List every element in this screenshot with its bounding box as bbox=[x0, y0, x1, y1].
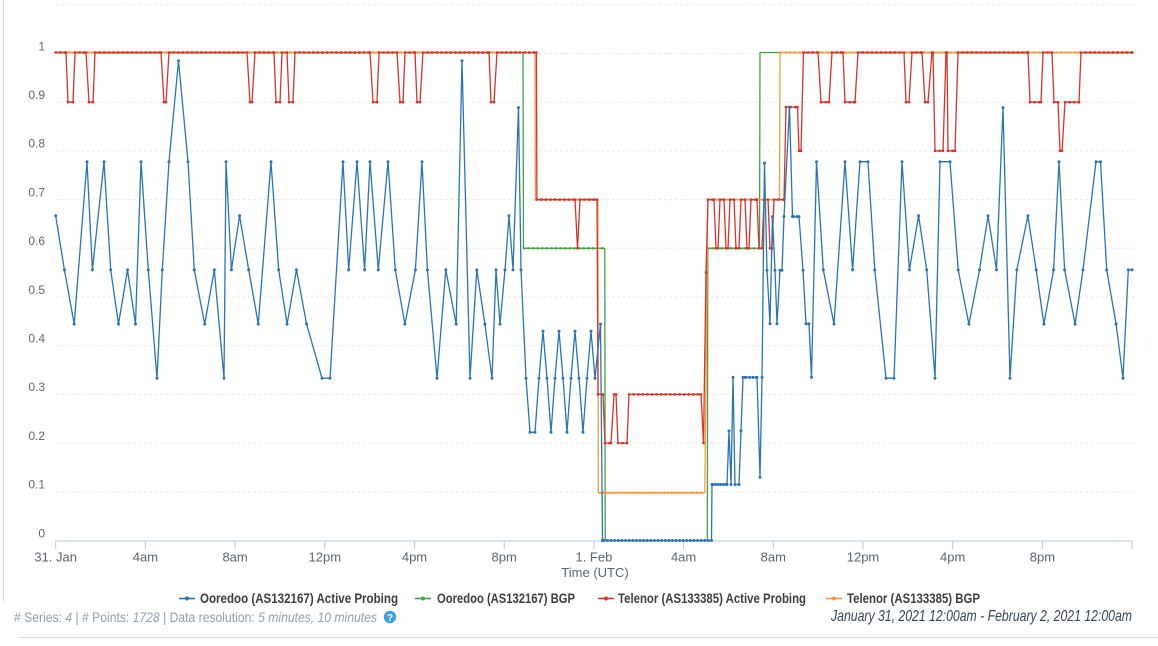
svg-text:1: 1 bbox=[38, 39, 45, 53]
svg-text:12pm: 12pm bbox=[309, 550, 342, 565]
svg-text:8pm: 8pm bbox=[1030, 550, 1055, 565]
svg-text:Time (UTC): Time (UTC) bbox=[561, 565, 628, 580]
svg-text:31. Jan: 31. Jan bbox=[34, 550, 77, 565]
svg-text:4am: 4am bbox=[671, 550, 696, 565]
svg-text:4am: 4am bbox=[133, 550, 158, 565]
svg-text:Ooredoo (AS132167) BGP: Ooredoo (AS132167) BGP bbox=[437, 590, 575, 606]
svg-text:0.4: 0.4 bbox=[28, 332, 45, 346]
svg-text:Ooredoo (AS132167) Active Prob: Ooredoo (AS132167) Active Probing bbox=[200, 590, 398, 606]
svg-text:0.3: 0.3 bbox=[28, 380, 45, 394]
svg-text:# Series: 4 | # Points: 1728 |: # Series: 4 | # Points: 1728 | Data reso… bbox=[14, 609, 377, 625]
svg-text:0.2: 0.2 bbox=[28, 429, 45, 443]
svg-text:0.8: 0.8 bbox=[28, 137, 45, 151]
svg-text:12pm: 12pm bbox=[847, 550, 880, 565]
svg-text:Telenor (AS133385) Active Prob: Telenor (AS133385) Active Probing bbox=[618, 590, 806, 606]
svg-text:1. Feb: 1. Feb bbox=[575, 550, 612, 565]
svg-text:0.6: 0.6 bbox=[28, 234, 45, 248]
svg-text:0.9: 0.9 bbox=[28, 88, 45, 102]
svg-text:0.7: 0.7 bbox=[28, 185, 45, 199]
svg-text:Telenor (AS133385) BGP: Telenor (AS133385) BGP bbox=[847, 590, 980, 606]
svg-text:0.5: 0.5 bbox=[28, 283, 45, 297]
svg-text:0.1: 0.1 bbox=[28, 478, 45, 492]
svg-text:8am: 8am bbox=[222, 550, 247, 565]
svg-text:8am: 8am bbox=[761, 550, 786, 565]
svg-text:4pm: 4pm bbox=[402, 550, 427, 565]
svg-text:?: ? bbox=[387, 613, 393, 624]
svg-text:4pm: 4pm bbox=[940, 550, 965, 565]
svg-text:January 31, 2021 12:00am - Feb: January 31, 2021 12:00am - February 2, 2… bbox=[830, 608, 1132, 625]
svg-text:0: 0 bbox=[38, 526, 45, 540]
svg-text:8pm: 8pm bbox=[492, 550, 517, 565]
